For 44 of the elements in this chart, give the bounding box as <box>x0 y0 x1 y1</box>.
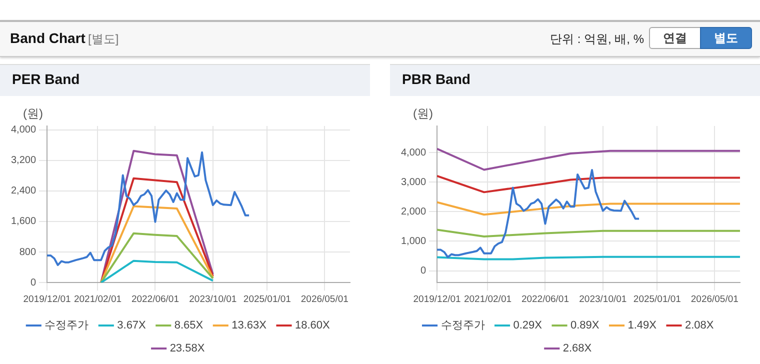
x-tick-label: 2022/06/01 <box>521 294 569 305</box>
legend-label: 2.08X <box>684 320 714 332</box>
legend-label: 수정주가 <box>44 320 89 332</box>
legend-label: 23.58X <box>170 342 206 355</box>
text: Band Chart <box>10 30 86 46</box>
x-tick-label: 2023/10/01 <box>189 294 237 305</box>
y-tick-label: 2,000 <box>400 206 426 218</box>
chart-title: PBR Band <box>390 64 760 96</box>
y-tick-label: 3,000 <box>400 176 426 188</box>
legend-label: 13.63X <box>232 320 268 332</box>
legend-label: 2.68X <box>562 342 592 355</box>
y-tick-label: 2,400 <box>10 186 36 197</box>
x-tick-label: 2019/12/01 <box>413 294 461 305</box>
y-tick-label: 0 <box>30 277 36 288</box>
x-tick-label: 2026/05/01 <box>690 294 738 305</box>
x-tick-label: 2023/10/01 <box>579 294 627 305</box>
legend-label: 1.49X <box>628 320 658 332</box>
y-tick-label: 1,000 <box>400 236 426 247</box>
text: [별도] <box>88 31 119 48</box>
y-tick-label: 3,200 <box>10 155 36 166</box>
y-tick-label: 4,000 <box>10 124 36 136</box>
chart-title: PER Band <box>0 64 370 96</box>
legend-label: 수정주가 <box>440 320 485 332</box>
legend-label: 18.60X <box>294 320 331 332</box>
x-tick-label: 2019/12/01 <box>23 294 71 305</box>
legend-label: 0.89X <box>570 320 600 332</box>
x-tick-label: 2022/06/01 <box>131 294 179 305</box>
text: 연결 <box>649 27 701 49</box>
x-tick-label: 2025/01/01 <box>243 294 291 305</box>
y-tick-label: 4,000 <box>400 147 426 158</box>
text: 별도 <box>700 27 752 49</box>
legend-label: 8.65X <box>174 320 204 332</box>
legend-label: 3.67X <box>117 320 147 332</box>
x-tick-label: 2025/01/01 <box>633 294 681 305</box>
y-axis-title: (원) <box>23 106 44 120</box>
x-tick-label: 2021/02/01 <box>74 294 122 305</box>
text: 단위 : 억원, 배, % <box>550 31 644 48</box>
x-tick-label: 2026/05/01 <box>300 294 348 305</box>
legend-label: 0.29X <box>513 320 543 332</box>
y-axis-title: (원) <box>413 106 434 120</box>
y-tick-label: 0 <box>420 266 426 277</box>
y-tick-label: 800 <box>19 246 36 258</box>
x-tick-label: 2021/02/01 <box>464 294 512 305</box>
y-tick-label: 1,600 <box>10 216 36 228</box>
